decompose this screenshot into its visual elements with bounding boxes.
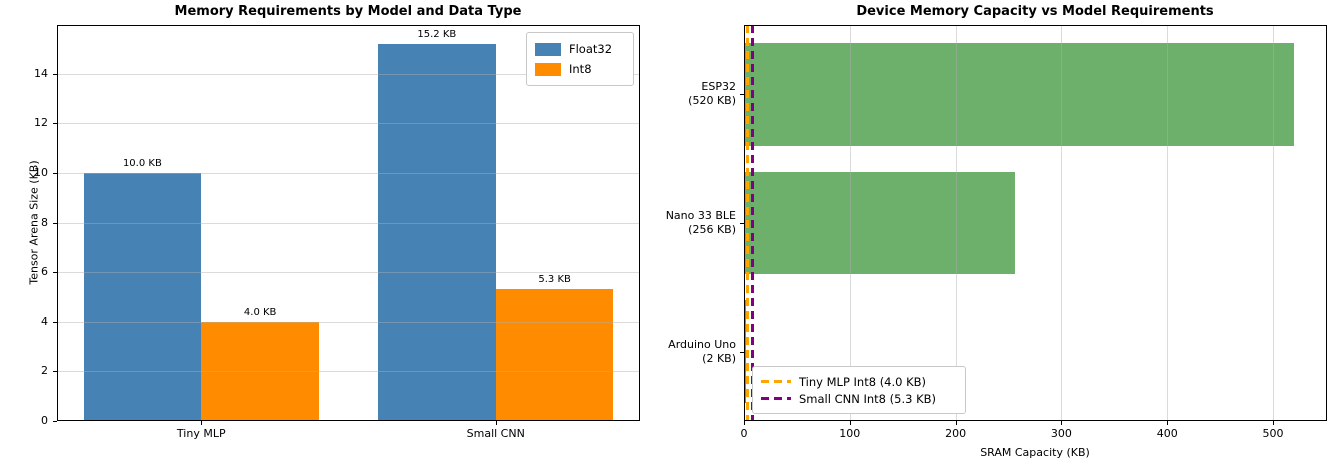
x-tick-label: 400 (1156, 427, 1178, 440)
x-tick-label: 100 (839, 427, 861, 440)
x-tickmark (201, 421, 203, 425)
x-tick-label: 200 (945, 427, 967, 440)
x-tick-label: Small CNN (466, 427, 525, 440)
x-gridline (955, 25, 957, 421)
bar-small-cnn-float32 (377, 43, 496, 421)
y-tickmark (53, 421, 57, 422)
x-tickmark (955, 421, 957, 425)
bar-esp32 (744, 43, 1295, 146)
x-tickmark (495, 421, 497, 425)
legend-row-tiny-mlp-line: Tiny MLP Int8 (4.0 KB) (761, 373, 955, 390)
bar-value-label: 5.3 KB (538, 274, 571, 286)
x-tick-label: 500 (1262, 427, 1284, 440)
float32-color-patch (535, 42, 561, 56)
y-tick-label: 4 (41, 314, 48, 328)
x-tick-label: 300 (1050, 427, 1072, 440)
x-tickmark (1061, 421, 1063, 425)
y-tickmark (53, 272, 57, 274)
y-tick-label: ESP32 (520 KB) (688, 80, 736, 108)
bar-value-label: 4.0 KB (243, 306, 277, 318)
right-chart-title: Device Memory Capacity vs Model Requirem… (856, 4, 1214, 19)
float32-legend-label: Float32 (569, 42, 613, 56)
y-tick-label: 6 (41, 265, 48, 279)
tiny-mlp-legend-label: Tiny MLP Int8 (4.0 KB) (799, 374, 927, 389)
y-gridline (57, 123, 640, 125)
y-tick-label: Arduino Uno (2 KB) (668, 337, 736, 365)
bar-tiny-mlp-float32 (83, 172, 202, 421)
x-tickmark (1167, 421, 1169, 425)
y-tickmark (740, 223, 744, 224)
y-tick-label: 2 (41, 364, 48, 378)
right-chart: Device Memory Capacity vs Model Requirem… (666, 0, 1334, 470)
x-tickmark (744, 421, 745, 425)
x-tickmark (1273, 421, 1275, 425)
legend-row-small-cnn-line: Small CNN Int8 (5.3 KB) (761, 390, 955, 407)
x-tick-label: Tiny MLP (176, 427, 226, 440)
int8-legend-label: Int8 (569, 62, 592, 76)
ref-line-small-cnn (750, 25, 754, 421)
x-tickmark (849, 421, 851, 425)
x-gridline (1061, 25, 1063, 421)
legend-row-float32: Float32 (535, 39, 623, 59)
y-tickmark (53, 172, 57, 174)
y-tick-label: 10 (34, 165, 48, 179)
y-tickmark (53, 73, 57, 75)
x-gridline (849, 25, 851, 421)
bar-tiny-mlp-int8 (201, 321, 320, 421)
y-tick-label: 8 (41, 215, 48, 229)
ref-line-tiny-mlp (745, 25, 749, 421)
bar-value-label: 15.2 KB (417, 28, 457, 40)
y-gridline (57, 371, 640, 373)
y-tick-label: Nano 33 BLE (256 KB) (665, 209, 736, 236)
x-tick-label: 0 (740, 427, 748, 440)
y-tick-label: 14 (34, 66, 48, 80)
x-gridline (1167, 25, 1169, 421)
bar-small-cnn-int8 (495, 289, 614, 421)
y-gridline (57, 272, 640, 274)
legend-row-int8: Int8 (535, 59, 623, 79)
y-tickmark (740, 94, 744, 96)
tiny-mlp-dash-sample (761, 380, 791, 383)
left-chart: Memory Requirements by Model and Data Ty… (28, 4, 640, 440)
small-cnn-legend-label: Small CNN Int8 (5.3 KB) (799, 391, 936, 406)
bar-arduino-uno (744, 300, 747, 403)
small-cnn-dash-sample (761, 397, 791, 400)
y-tick-label: 12 (34, 116, 48, 130)
right-legend: Tiny MLP Int8 (4.0 KB) Small CNN Int8 (5… (752, 366, 966, 414)
y-gridline (57, 321, 640, 323)
left-legend: Float32 Int8 (526, 32, 634, 86)
bar-value-label: 10.0 KB (122, 157, 162, 169)
y-tick-label: 0 (41, 414, 48, 427)
y-tickmark (53, 371, 57, 373)
y-gridline (57, 73, 640, 75)
bar-nano-33-ble (744, 171, 1015, 275)
right-x-axis-label: SRAM Capacity (KB) (980, 446, 1090, 459)
left-chart-title: Memory Requirements by Model and Data Ty… (174, 4, 522, 19)
x-gridline (1273, 25, 1275, 421)
y-tickmark (740, 351, 744, 353)
y-tickmark (53, 123, 57, 125)
int8-color-patch (535, 62, 561, 76)
y-tickmark (53, 321, 57, 323)
y-gridline (57, 222, 640, 224)
y-tickmark (53, 222, 57, 224)
y-gridline (57, 172, 640, 174)
